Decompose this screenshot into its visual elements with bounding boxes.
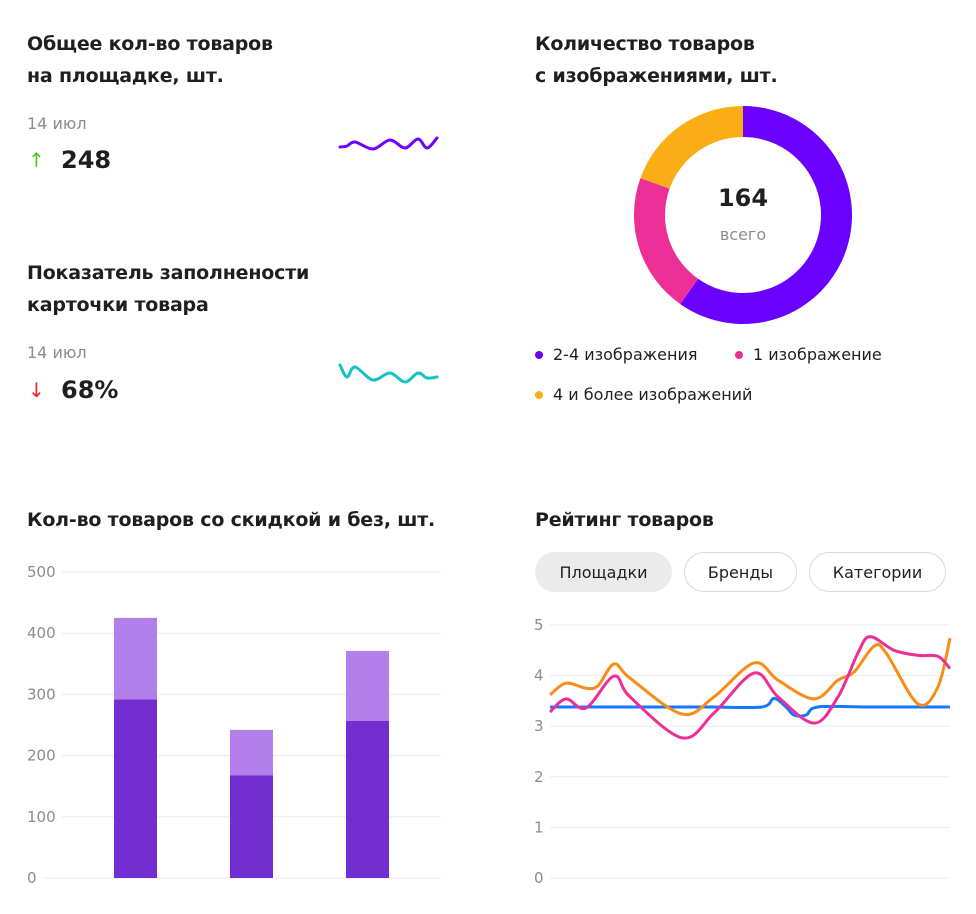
- y-tick-label: 4: [534, 667, 544, 685]
- series-line: [549, 637, 952, 717]
- title-line: Показатель заполнености: [27, 262, 310, 284]
- y-tick-label: 100: [27, 808, 56, 826]
- arrow-up-icon: ↑: [28, 148, 45, 172]
- legend-item: 1 изображение: [735, 345, 882, 364]
- legend-dot: [735, 350, 743, 359]
- series-line: [550, 696, 950, 718]
- donut-title: Количество товаров с изображениями, шт.: [535, 28, 778, 92]
- line-chart: 0 1 2 3 4 5: [534, 616, 952, 887]
- y-tick-label: 2: [534, 768, 544, 786]
- legend-item: 2-4 изображения: [535, 345, 697, 364]
- sparklines: [338, 136, 439, 384]
- legend-item: 4 и более изображений: [535, 385, 752, 404]
- bar-segment: [230, 729, 273, 776]
- series-line: [548, 635, 952, 740]
- title-line: Количество товаров: [535, 33, 755, 55]
- bar-segment: [114, 617, 157, 700]
- y-tick-label: 0: [27, 869, 37, 887]
- y-tick-label: 500: [27, 563, 56, 581]
- legend-label: 1 изображение: [753, 345, 882, 364]
- tab-categories[interactable]: Категории: [809, 552, 946, 592]
- kpi-total-value: 248: [61, 146, 112, 174]
- y-tick-label: 5: [534, 616, 544, 634]
- title-line: на площадке, шт.: [27, 65, 224, 87]
- donut-slice: [640, 106, 743, 189]
- donut-slice: [680, 106, 852, 324]
- y-tick-label: 200: [27, 747, 56, 765]
- donut-total: 164: [717, 184, 769, 212]
- bar-segment: [346, 720, 389, 878]
- kpi-fill-value: 68%: [61, 376, 119, 404]
- donut-slice: [634, 178, 699, 305]
- bar-segment: [230, 775, 273, 878]
- tab-brands[interactable]: Бренды: [684, 552, 797, 592]
- kpi-fill-title: Показатель заполнености карточки товара: [27, 257, 309, 321]
- bar-segment: [114, 699, 157, 878]
- bar-chart: 0 100 200 300 400 500: [27, 563, 441, 887]
- title-line: с изображениями, шт.: [535, 65, 778, 87]
- legend-dot: [535, 390, 543, 399]
- donut-chart: [634, 106, 852, 324]
- donut-total-label: всего: [719, 225, 767, 244]
- y-tick-label: 400: [27, 624, 56, 642]
- kpi-total-date: 14 июл: [27, 114, 87, 133]
- arrow-down-icon: ↓: [28, 378, 45, 402]
- bar-chart-title: Кол-во товаров со скидкой и без, шт.: [27, 509, 436, 531]
- kpi-fill-date: 14 июл: [27, 343, 87, 362]
- y-tick-label: 300: [27, 685, 56, 703]
- legend-label: 4 и более изображений: [553, 385, 753, 404]
- y-tick-label: 1: [534, 818, 544, 836]
- line-chart-title: Рейтинг товаров: [535, 509, 714, 531]
- kpi-fill-sparkline: [338, 363, 439, 384]
- y-tick-label: 0: [534, 869, 544, 887]
- tab-platforms[interactable]: Площадки: [535, 552, 672, 592]
- bar-segment: [346, 650, 389, 721]
- kpi-total-sparkline: [338, 136, 439, 151]
- title-line: карточки товара: [27, 294, 209, 316]
- title-line: Общее кол-во товаров: [27, 33, 273, 55]
- legend-dot: [535, 350, 543, 359]
- legend-label: 2-4 изображения: [553, 345, 698, 364]
- kpi-total-title: Общее кол-во товаров на площадке, шт.: [27, 28, 273, 92]
- y-tick-label: 3: [534, 717, 544, 735]
